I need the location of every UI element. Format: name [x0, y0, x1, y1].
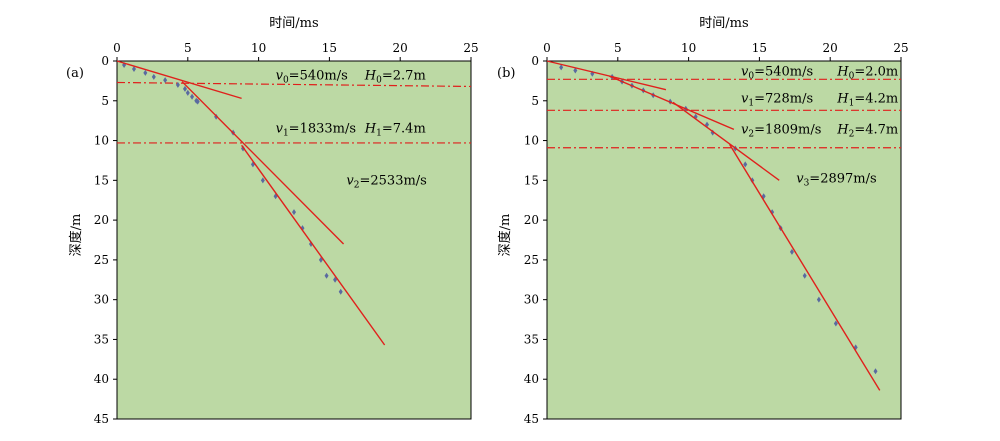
plot-area	[546, 60, 902, 420]
velocity-annotation: v1=728m/s	[741, 91, 813, 108]
data-point	[185, 89, 190, 96]
y-tick-label: 35	[524, 332, 539, 346]
data-point	[338, 288, 343, 295]
x-axis-title: 时间/ms	[269, 16, 318, 31]
thickness-annotation: H1=7.4m	[364, 122, 426, 139]
data-point	[175, 81, 180, 88]
fit-line-v3	[729, 144, 881, 391]
y-tick-label: 30	[94, 293, 109, 307]
fit-line-v2	[241, 144, 386, 346]
x-tick-label: 10	[251, 41, 266, 55]
data-point	[573, 67, 578, 74]
y-tick-label: 10	[524, 134, 539, 148]
y-tick-label: 35	[94, 332, 109, 346]
x-tick-label: 15	[322, 41, 337, 55]
y-tick-label: 40	[94, 372, 109, 386]
data-point	[151, 73, 156, 80]
x-tick-label: 25	[893, 41, 908, 55]
x-tick-label: 5	[184, 41, 192, 55]
plot-area	[116, 60, 472, 420]
data-point	[143, 69, 148, 76]
thickness-annotation: H1=4.2m	[836, 91, 898, 108]
x-tick-label: 0	[113, 41, 121, 55]
y-tick-label: 5	[101, 94, 109, 108]
y-tick-label: 30	[524, 293, 539, 307]
y-tick-label: 0	[531, 54, 539, 68]
fit-line-v1	[181, 81, 345, 245]
thickness-annotation: H0=2.0m	[836, 64, 898, 81]
panel-a: 0 5 10 15 20 25 0 5 10 15 20 25 30 35 40 45 时间/ms 深度/m (a)…	[66, 16, 479, 426]
y-tick-label: 45	[524, 412, 539, 426]
data-point	[816, 296, 821, 303]
thickness-annotation: H2=4.7m	[836, 122, 898, 139]
y-tick-label: 45	[94, 412, 109, 426]
y-tick-label: 20	[524, 213, 539, 227]
data-point	[743, 161, 748, 168]
y-axis-title: 深度/m	[497, 214, 513, 257]
fit-line-v2	[672, 101, 780, 181]
data-point	[260, 177, 265, 184]
y-tick-label: 10	[94, 134, 109, 148]
y-tick-label: 15	[94, 173, 109, 187]
velocity-annotation: v0=540m/s	[276, 68, 348, 85]
interface-line	[116, 81, 472, 88]
panel-b: 0 5 10 15 20 25 0 5 10 15 20 25 30 35 40 45 时间/ms 深度/m (b)…	[497, 16, 909, 426]
data-point	[789, 248, 794, 255]
velocity-annotation: v2=2533m/s	[346, 173, 426, 190]
velocity-annotation: v2=1809m/s	[741, 122, 821, 139]
x-tick-label: 20	[823, 41, 838, 55]
panel-label: (a)	[66, 66, 84, 81]
data-point	[182, 85, 187, 92]
fit-line-v0	[546, 60, 667, 91]
data-point	[195, 98, 200, 105]
data-point	[559, 64, 564, 71]
y-tick-label: 40	[524, 372, 539, 386]
y-tick-label: 25	[524, 253, 539, 267]
data-point	[324, 272, 329, 279]
fit-line-v0	[116, 60, 242, 100]
data-point	[190, 93, 195, 100]
data-point	[292, 209, 296, 216]
velocity-annotation: v3=2897m/s	[796, 172, 876, 189]
x-tick-label: 10	[681, 41, 696, 55]
x-tick-label: 0	[543, 41, 551, 55]
x-tick-label: 15	[752, 41, 767, 55]
data-point	[833, 320, 838, 327]
panel-label: (b)	[497, 66, 515, 81]
data-point	[163, 77, 168, 84]
y-axis-title: 深度/m	[68, 214, 84, 257]
y-tick-label: 25	[94, 253, 109, 267]
x-tick-label: 25	[463, 41, 478, 55]
y-tick-label: 0	[101, 54, 109, 68]
x-tick-label: 20	[393, 41, 408, 55]
y-tick-label: 20	[94, 213, 109, 227]
x-tick-label: 5	[614, 41, 622, 55]
data-point	[131, 65, 136, 72]
data-point	[802, 272, 807, 279]
velocity-annotation: v0=540m/s	[741, 64, 813, 81]
thickness-annotation: H0=2.7m	[364, 68, 426, 85]
data-point	[873, 368, 878, 375]
y-tick-label: 15	[524, 173, 539, 187]
velocity-annotation: v1=1833m/s	[276, 122, 356, 139]
fit-line-v1	[609, 75, 735, 131]
x-axis-title: 时间/ms	[699, 16, 748, 31]
y-tick-label: 5	[531, 94, 539, 108]
